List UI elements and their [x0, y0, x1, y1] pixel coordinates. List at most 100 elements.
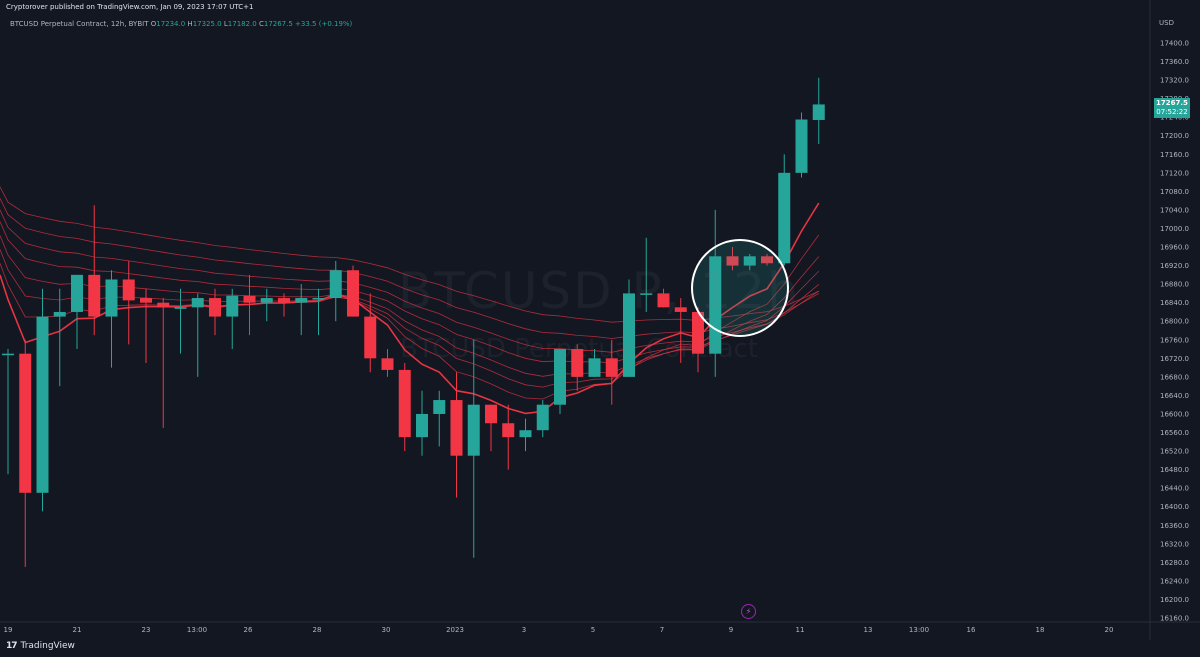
- candle-body: [19, 353, 32, 493]
- candle: [588, 349, 601, 377]
- candle-body: [416, 413, 428, 438]
- price-tick-label: 16200.0: [1160, 596, 1189, 604]
- price-tick-label: 17400.0: [1160, 40, 1189, 48]
- candle: [174, 288, 187, 354]
- candle-body: [312, 298, 325, 300]
- candle-body: [398, 369, 411, 438]
- candle-body: [122, 279, 135, 301]
- candles: [2, 77, 825, 567]
- candle: [692, 307, 704, 373]
- open-value: 17234.0: [156, 20, 186, 28]
- candle-body: [329, 270, 342, 299]
- candle-body: [605, 358, 618, 377]
- candle: [19, 339, 32, 567]
- candle-body: [709, 256, 722, 354]
- candle-body: [743, 256, 756, 266]
- candle-body: [278, 298, 290, 303]
- candle: [2, 349, 14, 475]
- price-tick-label: 16560.0: [1160, 429, 1189, 437]
- price-axis-ticks: 17400.017360.017320.017280.017240.017200…: [1160, 40, 1189, 623]
- change-value: +33.5 (+0.19%): [295, 20, 353, 28]
- price-tick-label: 16320.0: [1160, 540, 1189, 548]
- candle: [467, 339, 480, 558]
- candle: [191, 293, 204, 377]
- time-tick-label: 21: [73, 626, 82, 634]
- time-tick-label: 13: [864, 626, 873, 634]
- candle: [502, 404, 515, 470]
- candle: [398, 362, 411, 452]
- candle: [36, 288, 49, 512]
- symbol-name: BTCUSD Perpetual Contract, 12h, BYBIT: [10, 20, 149, 28]
- candle-body: [140, 298, 152, 303]
- time-tick-label: 7: [660, 626, 664, 634]
- time-tick-label: 2023: [446, 626, 464, 634]
- candle: [709, 209, 722, 377]
- time-tick-label: 19: [4, 626, 13, 634]
- candle-body: [381, 358, 394, 370]
- symbol-watermark: BTCUSD P, 12h: [398, 262, 801, 320]
- candle-body: [243, 295, 256, 303]
- candle: [381, 349, 394, 377]
- candle-body: [209, 298, 221, 317]
- price-tick-label: 16440.0: [1160, 485, 1189, 493]
- candle-body: [485, 404, 497, 424]
- candle: [726, 247, 739, 271]
- time-tick-label: 28: [313, 626, 322, 634]
- branding-text: TradingView: [20, 641, 75, 651]
- candle: [53, 288, 66, 387]
- candle: [450, 372, 463, 498]
- candle-body: [226, 295, 239, 317]
- candle-body: [295, 298, 308, 303]
- candle: [122, 260, 135, 345]
- candle-body: [433, 400, 446, 414]
- time-tick-label: 5: [591, 626, 595, 634]
- symbol-legend[interactable]: BTCUSD Perpetual Contract, 12h, BYBIT O1…: [10, 20, 352, 28]
- time-tick-label: 11: [796, 626, 805, 634]
- time-tick-label: 13:00: [909, 626, 929, 634]
- candle-body: [364, 316, 377, 359]
- candle: [295, 284, 308, 336]
- candle-body: [657, 293, 670, 308]
- current-price: 17267.5: [1156, 99, 1188, 107]
- candle: [140, 288, 152, 363]
- lightning-icon[interactable]: ⚡: [741, 604, 756, 619]
- candle: [105, 270, 118, 368]
- price-tick-label: 17120.0: [1160, 169, 1189, 177]
- low-value: 17182.0: [227, 20, 257, 28]
- price-tick-label: 16240.0: [1160, 577, 1189, 585]
- candle-body: [761, 256, 773, 264]
- high-value: 17325.0: [192, 20, 222, 28]
- high-label: H: [187, 20, 193, 28]
- candle-body: [2, 353, 14, 356]
- current-price-tag: 17267.5 07:52:22: [1154, 98, 1190, 118]
- candle: [88, 205, 101, 336]
- price-tick-label: 16280.0: [1160, 559, 1189, 567]
- tv-icon: 17: [6, 641, 17, 651]
- currency-label[interactable]: USD: [1159, 19, 1174, 27]
- candle-body: [812, 104, 825, 120]
- candle: [243, 274, 256, 336]
- candle-body: [157, 302, 170, 308]
- close-value: 17267.5: [263, 20, 293, 28]
- price-tick-label: 16920.0: [1160, 262, 1189, 270]
- time-tick-label: 16: [967, 626, 976, 634]
- candle: [778, 154, 791, 266]
- candle: [260, 288, 273, 322]
- candle: [329, 260, 342, 322]
- time-tick-label: 20: [1105, 626, 1114, 634]
- candle: [623, 279, 635, 377]
- bar-countdown: 07:52:22: [1156, 108, 1188, 116]
- time-tick-label: 3: [522, 626, 526, 634]
- candle: [485, 404, 497, 452]
- price-tick-label: 16840.0: [1160, 299, 1189, 307]
- price-tick-label: 16800.0: [1160, 318, 1189, 326]
- candle-body: [174, 307, 187, 309]
- price-tick-label: 17040.0: [1160, 206, 1189, 214]
- price-tick-label: 17160.0: [1160, 151, 1189, 159]
- candle: [209, 288, 221, 336]
- candle-body: [674, 307, 687, 312]
- time-axis-ticks: 19 21 23 13:00 26 28 30 2023 3 5 7 9 11 13 13:00 16 18 20: [4, 626, 1114, 634]
- candle-body: [502, 423, 515, 438]
- time-tick-label: 9: [729, 626, 733, 634]
